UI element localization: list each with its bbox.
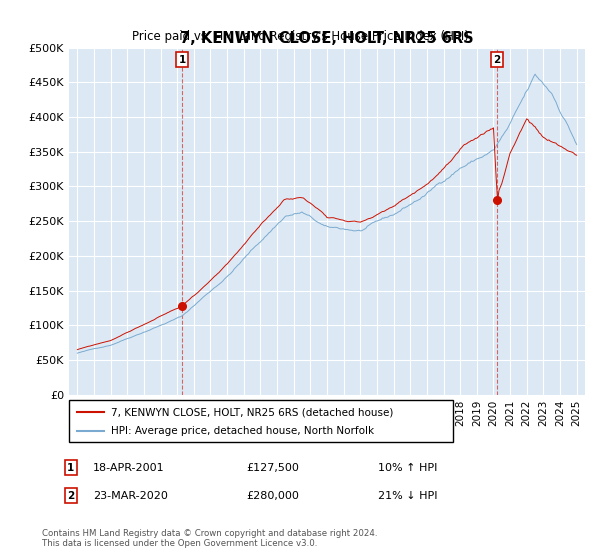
Text: 18-APR-2001: 18-APR-2001	[93, 463, 164, 473]
Text: 1: 1	[67, 463, 74, 473]
Text: 23-MAR-2020: 23-MAR-2020	[93, 491, 168, 501]
Text: Price paid vs. HM Land Registry's House Price Index (HPI): Price paid vs. HM Land Registry's House …	[131, 30, 469, 44]
Text: 2: 2	[493, 55, 501, 65]
Text: HPI: Average price, detached house, North Norfolk: HPI: Average price, detached house, Nort…	[111, 426, 374, 436]
FancyBboxPatch shape	[69, 400, 453, 442]
Text: 7, KENWYN CLOSE, HOLT, NR25 6RS (detached house): 7, KENWYN CLOSE, HOLT, NR25 6RS (detache…	[111, 407, 394, 417]
Text: £280,000: £280,000	[246, 491, 299, 501]
Title: 7, KENWYN CLOSE, HOLT, NR25 6RS: 7, KENWYN CLOSE, HOLT, NR25 6RS	[180, 31, 474, 46]
Text: 1: 1	[178, 55, 185, 65]
Text: 2: 2	[67, 491, 74, 501]
Text: £127,500: £127,500	[246, 463, 299, 473]
Text: 10% ↑ HPI: 10% ↑ HPI	[378, 463, 437, 473]
Text: 21% ↓ HPI: 21% ↓ HPI	[378, 491, 437, 501]
Text: Contains HM Land Registry data © Crown copyright and database right 2024.
This d: Contains HM Land Registry data © Crown c…	[42, 529, 377, 548]
